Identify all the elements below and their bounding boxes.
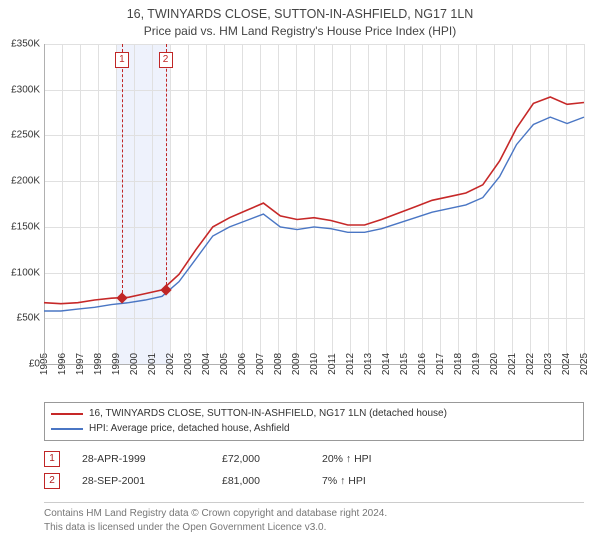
sale-index-box: 2: [44, 473, 60, 489]
sale-row: 1 28-APR-1999£72,00020% ↑ HPI: [44, 448, 584, 470]
y-axis-label: £300K: [11, 84, 44, 95]
legend-label: 16, TWINYARDS CLOSE, SUTTON-IN-ASHFIELD,…: [89, 406, 447, 421]
footer-line2: This data is licensed under the Open Gov…: [44, 521, 584, 535]
title-line2: Price paid vs. HM Land Registry's House …: [0, 23, 600, 39]
sale-change: 7% ↑ HPI: [322, 475, 366, 487]
chart-plot-area: £0£50K£100K£150K£200K£250K£300K£350K1995…: [44, 44, 584, 364]
legend-item: HPI: Average price, detached house, Ashf…: [51, 421, 577, 436]
series-lines: [44, 44, 584, 364]
sales-table: 1 28-APR-1999£72,00020% ↑ HPI 2 28-SEP-2001…: [44, 448, 584, 492]
sale-marker-vline: [166, 44, 167, 290]
legend-swatch-icon: [51, 413, 83, 415]
sale-date: 28-APR-1999: [82, 453, 222, 465]
legend-box: 16, TWINYARDS CLOSE, SUTTON-IN-ASHFIELD,…: [44, 402, 584, 441]
y-axis-label: £350K: [11, 39, 44, 50]
footer-line1: Contains HM Land Registry data © Crown c…: [44, 507, 584, 521]
sale-date: 28-SEP-2001: [82, 475, 222, 487]
chart-title: 16, TWINYARDS CLOSE, SUTTON-IN-ASHFIELD,…: [0, 0, 600, 39]
series-line: [44, 117, 584, 311]
legend-swatch-icon: [51, 428, 83, 430]
sale-price: £72,000: [222, 453, 322, 465]
sale-marker-vline: [122, 44, 123, 298]
footer-attribution: Contains HM Land Registry data © Crown c…: [44, 502, 584, 534]
sale-index-box: 1: [44, 451, 60, 467]
gridline-vertical: [584, 44, 585, 364]
y-axis-label: £100K: [11, 267, 44, 278]
title-line1: 16, TWINYARDS CLOSE, SUTTON-IN-ASHFIELD,…: [0, 6, 600, 23]
sale-price: £81,000: [222, 475, 322, 487]
y-axis-label: £200K: [11, 176, 44, 187]
legend-item: 16, TWINYARDS CLOSE, SUTTON-IN-ASHFIELD,…: [51, 406, 577, 421]
sale-marker-index: 2: [159, 52, 173, 68]
legend-label: HPI: Average price, detached house, Ashf…: [89, 421, 290, 436]
y-axis-label: £50K: [17, 313, 44, 324]
y-axis-label: £250K: [11, 130, 44, 141]
sale-change: 20% ↑ HPI: [322, 453, 372, 465]
series-line: [44, 97, 584, 304]
y-axis-label: £150K: [11, 221, 44, 232]
sale-marker-index: 1: [115, 52, 129, 68]
sale-row: 2 28-SEP-2001£81,0007% ↑ HPI: [44, 470, 584, 492]
